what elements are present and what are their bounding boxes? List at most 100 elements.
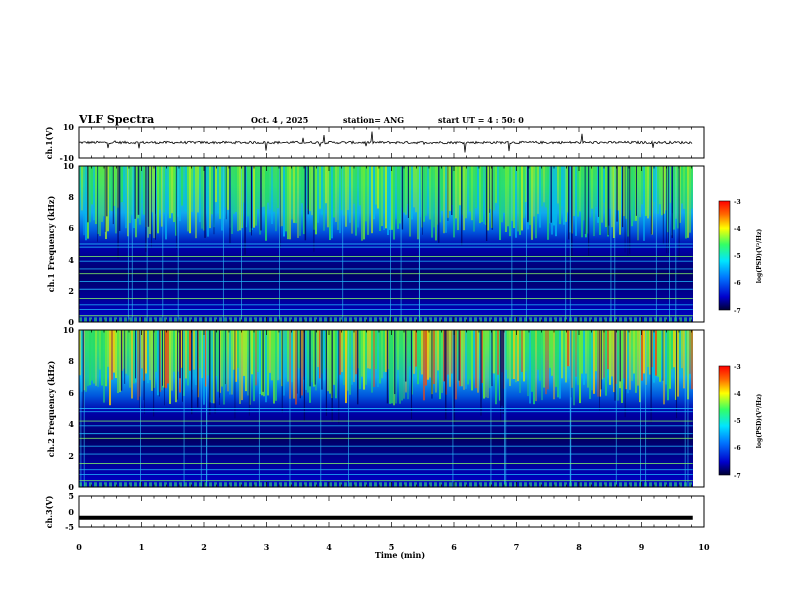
- spectrogram-streak: [463, 330, 465, 390]
- spectrogram-streak: [667, 330, 669, 401]
- spectrogram-streak: [93, 166, 95, 221]
- spectrogram-streak: [587, 330, 589, 388]
- spectrogram-lowfreq-speckle: [359, 482, 362, 487]
- spectrogram-lowfreq-speckle: [284, 317, 287, 322]
- spectrogram-streak: [525, 330, 527, 372]
- spectrogram-streak: [269, 330, 271, 373]
- spectrogram-streak: [489, 166, 491, 210]
- spectrogram-streak: [281, 166, 283, 227]
- ch1-spec-ytick-8: 8: [68, 192, 74, 202]
- spectrogram-lowfreq-speckle: [494, 482, 497, 487]
- spectrogram-streak: [519, 330, 521, 393]
- spectrogram-streak: [371, 166, 373, 234]
- spectrogram-streak: [311, 166, 313, 216]
- spectrogram-streak: [177, 330, 179, 372]
- spectrogram-streak: [489, 330, 491, 388]
- spectrogram-streak: [607, 330, 609, 370]
- spectrogram-lowfreq-speckle: [184, 317, 187, 322]
- spectrogram-streak: [539, 330, 541, 381]
- spectrogram-streak: [579, 166, 581, 212]
- ch2-colorbar-gradient: [718, 365, 731, 476]
- spectrogram-streak: [355, 166, 357, 236]
- spectrogram-streak: [657, 166, 659, 214]
- spectrogram-streak: [231, 166, 233, 234]
- spectrogram-lowfreq-speckle: [324, 482, 327, 487]
- spectrogram-streak: [385, 166, 387, 229]
- spectrogram-streak: [571, 330, 573, 388]
- spectrogram-lowfreq-speckle: [654, 317, 657, 322]
- spectrogram-lowfreq-speckle: [394, 317, 397, 322]
- spectrogram-streak: [351, 166, 353, 234]
- spectrogram-lowfreq-speckle: [119, 317, 122, 322]
- spectrogram-lowfreq-speckle: [614, 482, 617, 487]
- spectrogram-lowfreq-speckle: [249, 317, 252, 322]
- spectrogram-streak: [605, 166, 607, 228]
- spectrogram-streak: [523, 330, 525, 382]
- spectrogram-streak: [433, 166, 435, 228]
- spectrogram-streak: [369, 330, 371, 369]
- spectrogram-lowfreq-speckle: [584, 482, 587, 487]
- spectrogram-streak: [305, 330, 307, 390]
- spectrogram-streak: [507, 330, 509, 379]
- spectrogram-streak: [559, 330, 561, 399]
- spectrogram-streak: [101, 166, 103, 222]
- ch1-cb-tick-m5: -5: [734, 253, 741, 260]
- spectrogram-streak: [373, 166, 375, 220]
- spectrogram-streak: [185, 166, 187, 212]
- spectrogram-lowfreq-speckle: [674, 317, 677, 322]
- spectrogram-streak: [391, 330, 393, 404]
- spectrogram-streak: [681, 166, 683, 204]
- spectrogram-streak: [601, 166, 603, 223]
- ch2-cb-tick-m6: -6: [734, 445, 741, 452]
- spectrogram-streak: [209, 166, 211, 229]
- spectrogram-streak: [483, 330, 485, 399]
- spectrogram-streak: [307, 330, 309, 393]
- spectrogram-streak: [611, 166, 613, 228]
- spectrogram-streak: [381, 166, 383, 227]
- spectrogram-streak: [317, 166, 319, 223]
- spectrogram-lowfreq-speckle: [289, 482, 292, 487]
- spectrogram-streak: [331, 166, 333, 239]
- spectrogram-streak: [591, 166, 593, 209]
- spectrogram-streak: [385, 330, 387, 373]
- spectrogram-lowfreq-speckle: [534, 317, 537, 322]
- spectrogram-streak: [577, 166, 579, 217]
- spectrogram-streak: [189, 330, 191, 371]
- spectrogram-lowfreq-speckle: [199, 317, 202, 322]
- spectrogram-lowfreq-speckle: [459, 317, 462, 322]
- spectrogram-lowfreq-speckle: [239, 482, 242, 487]
- spectrogram-lowfreq-speckle: [649, 482, 652, 487]
- spectrogram-streak: [645, 166, 647, 216]
- spectrogram-streak: [181, 330, 183, 368]
- spectrogram-lowfreq-speckle: [384, 482, 387, 487]
- spectrogram-streak: [441, 330, 443, 393]
- spectrogram-streak: [575, 330, 577, 377]
- ch3-ytick-bottom: -5: [65, 522, 74, 532]
- spectrogram-streak: [105, 330, 107, 387]
- spectrogram-streak: [673, 166, 675, 230]
- spectrogram-streak: [363, 166, 365, 240]
- ch3-ytick-top: 5: [68, 491, 74, 501]
- spectrogram-streak: [349, 166, 351, 223]
- spectrogram-streak: [143, 166, 145, 215]
- spectrogram-streak: [113, 330, 115, 373]
- ch2-spec-ytick-0: 0: [68, 482, 74, 492]
- spectrogram-streak: [431, 166, 433, 238]
- spectrogram-streak: [205, 166, 207, 210]
- spectrogram-streak: [115, 330, 117, 379]
- spectrogram-streak: [581, 166, 583, 238]
- spectrogram-lowfreq-speckle: [254, 482, 257, 487]
- spectrogram-streak: [441, 166, 443, 211]
- spectrogram-lowfreq-speckle: [549, 317, 552, 322]
- ch1-waveform-panel: 10 -10 ch.1(V): [44, 122, 705, 163]
- spectrogram-streak: [617, 166, 619, 211]
- spectrogram-streak: [485, 330, 487, 398]
- spectrogram-streak: [457, 166, 459, 231]
- spectrogram-streak: [557, 166, 559, 204]
- spectrogram-lowfreq-speckle: [559, 482, 562, 487]
- spectrogram-lowfreq-speckle: [339, 482, 342, 487]
- spectrogram-lowfreq-speckle: [269, 317, 272, 322]
- spectrogram-lowfreq-speckle: [649, 317, 652, 322]
- spectrogram-lowfreq-speckle: [529, 482, 532, 487]
- spectrogram-streak: [551, 330, 553, 376]
